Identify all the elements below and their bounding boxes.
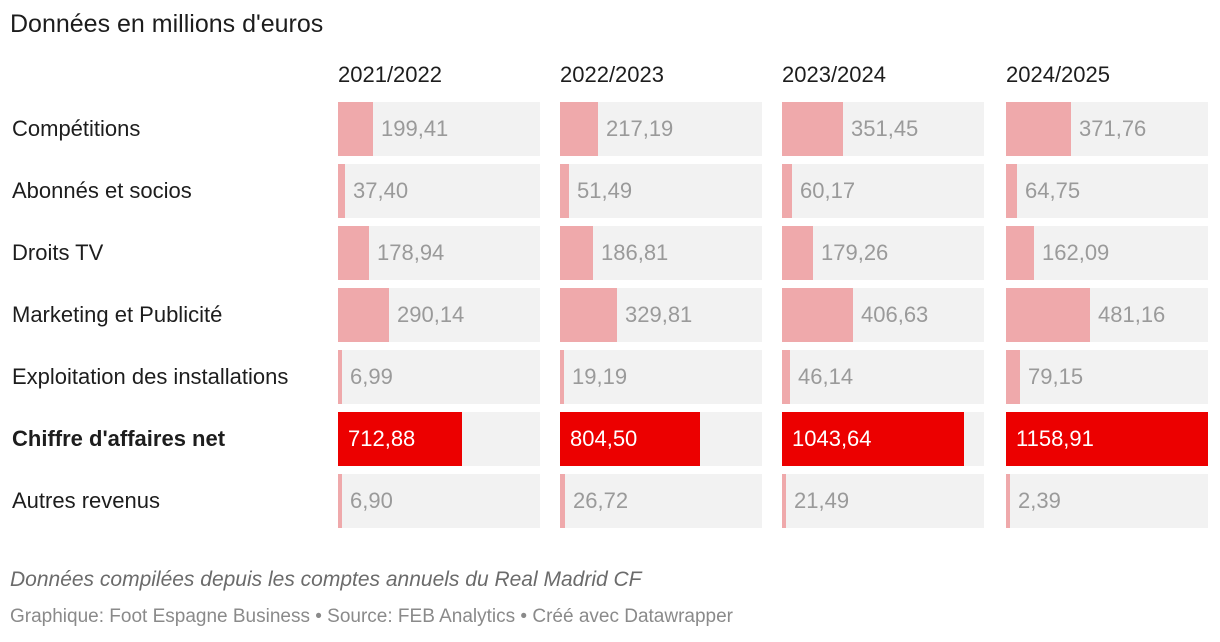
value-label: 1158,91 xyxy=(1016,426,1094,451)
table-cell: 351,45 xyxy=(782,102,984,156)
chart-title: Données en millions d'euros xyxy=(10,10,324,38)
value-label: 51,49 xyxy=(577,178,633,203)
value-label: 406,63 xyxy=(861,302,929,327)
table-cell: 79,15 xyxy=(1006,350,1208,404)
bar xyxy=(560,412,700,466)
bar xyxy=(560,226,593,280)
value-label: 178,94 xyxy=(377,240,445,265)
bar xyxy=(1006,288,1090,342)
table-cell: 1043,64 xyxy=(782,412,984,466)
row-label: Compétitions xyxy=(12,116,141,141)
bar xyxy=(1006,226,1034,280)
table-cell: 178,94 xyxy=(338,226,540,280)
table-cell: 60,17 xyxy=(782,164,984,218)
table-cell: 6,90 xyxy=(338,474,540,528)
value-label: 186,81 xyxy=(601,240,669,265)
value-label: 199,41 xyxy=(381,116,449,141)
value-label: 804,50 xyxy=(570,426,638,451)
table-cell: 19,19 xyxy=(560,350,762,404)
bar xyxy=(1006,102,1071,156)
bar xyxy=(782,164,792,218)
column-header: 2022/2023 xyxy=(560,62,664,87)
table-cell: 804,50 xyxy=(560,412,762,466)
table-cell: 406,63 xyxy=(782,288,984,342)
bar xyxy=(338,226,369,280)
value-label: 64,75 xyxy=(1025,178,1081,203)
value-label: 79,15 xyxy=(1028,364,1084,389)
bar xyxy=(338,288,389,342)
value-label: 217,19 xyxy=(606,116,674,141)
row-label: Abonnés et socios xyxy=(12,178,192,203)
bar xyxy=(1006,164,1017,218)
value-label: 481,16 xyxy=(1098,302,1166,327)
column-header: 2023/2024 xyxy=(782,62,886,87)
value-label: 46,14 xyxy=(798,364,854,389)
value-label: 60,17 xyxy=(800,178,856,203)
bar xyxy=(560,474,565,528)
row-label: Autres revenus xyxy=(12,488,160,513)
bar xyxy=(560,164,569,218)
bar xyxy=(782,288,853,342)
value-label: 1043,64 xyxy=(792,426,872,451)
bar xyxy=(338,350,342,404)
table-cell: 37,40 xyxy=(338,164,540,218)
bar xyxy=(782,412,964,466)
chart-footer: Graphique: Foot Espagne Business • Sourc… xyxy=(10,606,734,627)
row-label: Droits TV xyxy=(12,240,104,265)
bar xyxy=(338,102,373,156)
value-label: 6,90 xyxy=(350,488,393,513)
chart-caption: Données compilées depuis les comptes ann… xyxy=(10,568,642,591)
table-cell: 290,14 xyxy=(338,288,540,342)
bar xyxy=(782,226,813,280)
value-label: 162,09 xyxy=(1042,240,1110,265)
bar xyxy=(338,164,345,218)
value-label: 329,81 xyxy=(625,302,693,327)
table-cell: 46,14 xyxy=(782,350,984,404)
row-label: Exploitation des installations xyxy=(12,364,289,389)
table-cell: 162,09 xyxy=(1006,226,1208,280)
bar xyxy=(1006,474,1010,528)
column-header: 2021/2022 xyxy=(338,62,442,87)
bar xyxy=(782,474,786,528)
table-cell: 21,49 xyxy=(782,474,984,528)
bar xyxy=(1006,412,1208,466)
value-label: 26,72 xyxy=(573,488,629,513)
value-label: 351,45 xyxy=(851,116,919,141)
bar xyxy=(338,474,342,528)
bar xyxy=(1006,350,1020,404)
bar xyxy=(782,350,790,404)
table-cell: 186,81 xyxy=(560,226,762,280)
column-header: 2024/2025 xyxy=(1006,62,1110,87)
table-cell: 217,19 xyxy=(560,102,762,156)
row-label: Marketing et Publicité xyxy=(12,302,223,327)
value-label: 371,76 xyxy=(1079,116,1147,141)
value-label: 37,40 xyxy=(353,178,409,203)
table-cell: 6,99 xyxy=(338,350,540,404)
table-cell: 51,49 xyxy=(560,164,762,218)
value-label: 712,88 xyxy=(348,426,416,451)
table-cell: 179,26 xyxy=(782,226,984,280)
value-label: 19,19 xyxy=(572,364,628,389)
value-label: 6,99 xyxy=(350,364,393,389)
bar xyxy=(560,288,617,342)
bar xyxy=(338,412,462,466)
table-cell: 26,72 xyxy=(560,474,762,528)
table-cell: 329,81 xyxy=(560,288,762,342)
value-label: 2,39 xyxy=(1018,488,1061,513)
value-label: 21,49 xyxy=(794,488,850,513)
value-label: 179,26 xyxy=(821,240,889,265)
table-cell: 2,39 xyxy=(1006,474,1208,528)
table-cell: 64,75 xyxy=(1006,164,1208,218)
row-label: Chiffre d'affaires net xyxy=(12,426,226,451)
table-cell: 1158,91 xyxy=(1006,412,1208,466)
table-cell: 371,76 xyxy=(1006,102,1208,156)
table-cell: 712,88 xyxy=(338,412,540,466)
table-cell: 481,16 xyxy=(1006,288,1208,342)
bar xyxy=(560,350,564,404)
table-cell: 199,41 xyxy=(338,102,540,156)
value-label: 290,14 xyxy=(397,302,465,327)
bar xyxy=(560,102,598,156)
bar xyxy=(782,102,843,156)
